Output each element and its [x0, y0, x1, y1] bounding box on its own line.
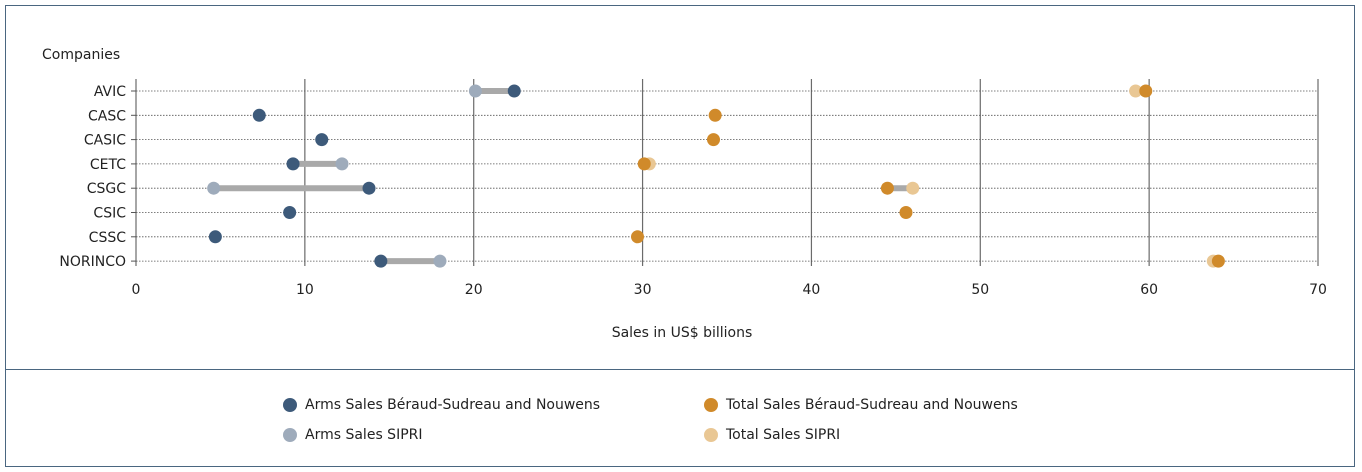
y-tick-label: NORINCO: [59, 254, 126, 270]
legend-swatch: [283, 398, 297, 412]
legend-swatch: [283, 428, 297, 442]
data-point[interactable]: [374, 254, 388, 268]
x-tick-label: 70: [1309, 282, 1327, 298]
data-point[interactable]: [631, 230, 645, 244]
data-point[interactable]: [1129, 84, 1143, 98]
y-tick-label: CASC: [88, 108, 126, 124]
chart-frame: [5, 5, 1355, 467]
data-point[interactable]: [207, 181, 221, 195]
x-tick-label: 0: [132, 282, 141, 298]
legend-swatch: [704, 428, 718, 442]
data-point[interactable]: [362, 181, 376, 195]
legend-item[interactable]: Total Sales SIPRI: [704, 427, 840, 443]
legend-item[interactable]: Total Sales Béraud-Sudreau and Nouwens: [704, 397, 1018, 413]
data-point[interactable]: [899, 206, 913, 219]
data-point[interactable]: [335, 157, 349, 171]
data-point[interactable]: [286, 157, 300, 171]
data-point[interactable]: [1139, 84, 1153, 98]
x-tick-label: 50: [971, 282, 989, 298]
y-tick-label: CSIC: [93, 206, 126, 222]
data-point[interactable]: [468, 84, 482, 98]
legend-divider: [5, 369, 1355, 370]
data-point[interactable]: [433, 254, 447, 268]
legend-item[interactable]: Arms Sales SIPRI: [283, 427, 423, 443]
dumbbell-chart: Companies Sales in US$ billions 0 10 20 30 4…: [42, 47, 1327, 341]
y-tick-label: CSGC: [87, 181, 127, 197]
x-axis-title: Sales in US$ billions: [612, 325, 753, 341]
y-tick-label: CASIC: [84, 133, 126, 149]
legend-item[interactable]: Arms Sales Béraud-Sudreau and Nouwens: [283, 397, 600, 413]
data-point[interactable]: [706, 133, 720, 147]
data-point[interactable]: [880, 181, 894, 195]
data-point[interactable]: [637, 157, 651, 171]
y-tick-label: CETC: [90, 157, 126, 173]
legend-label: Total Sales Béraud-Sudreau and Nouwens: [726, 397, 1018, 413]
data-point[interactable]: [252, 108, 266, 122]
x-tick-label: 10: [296, 282, 314, 298]
data-point[interactable]: [507, 84, 521, 98]
data-point[interactable]: [208, 230, 222, 244]
legend-label: Total Sales SIPRI: [726, 427, 841, 443]
data-point[interactable]: [1211, 254, 1225, 268]
data-point[interactable]: [906, 181, 920, 195]
y-tick-label: CSSC: [89, 230, 127, 246]
x-tick-label: 40: [803, 282, 821, 298]
data-point[interactable]: [315, 133, 329, 147]
legend-swatch: [704, 398, 718, 412]
x-tick-label: 20: [465, 282, 483, 298]
x-tick-label: 30: [634, 282, 652, 298]
legend-label: Arms Sales Béraud-Sudreau and Nouwens: [305, 397, 601, 413]
legend-label: Arms Sales SIPRI: [305, 427, 423, 443]
data-point[interactable]: [708, 108, 722, 122]
legend: Arms Sales Béraud-Sudreau and Nouwens Tot…: [0, 370, 1362, 467]
y-axis-title: Companies: [42, 47, 120, 63]
data-point[interactable]: [283, 206, 297, 219]
x-tick-label: 60: [1140, 282, 1158, 298]
y-tick-label: AVIC: [94, 84, 126, 100]
